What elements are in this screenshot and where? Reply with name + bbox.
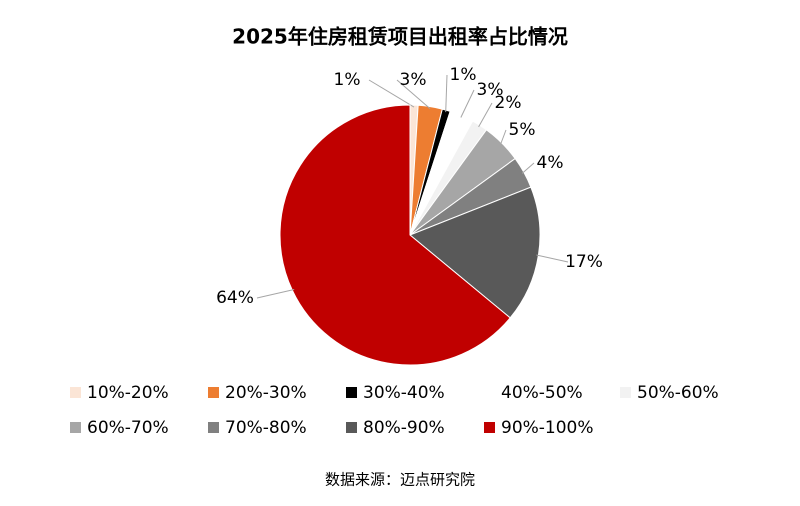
leader-line xyxy=(256,289,295,299)
legend-swatch xyxy=(70,387,81,398)
leader-line xyxy=(396,79,431,109)
legend-label: 70%-80% xyxy=(225,418,307,438)
source-note: 数据来源：迈点研究院 xyxy=(325,471,475,489)
legend-label: 90%-100% xyxy=(501,418,594,438)
legend-swatch xyxy=(208,422,219,433)
chart-title: 2025年住房租赁项目出租率占比情况 xyxy=(232,25,568,49)
legend-swatch xyxy=(483,386,496,399)
leader-line xyxy=(521,162,535,174)
leader-line xyxy=(500,129,507,145)
legend-label: 40%-50% xyxy=(501,383,583,403)
legend-label: 20%-30% xyxy=(225,383,307,403)
leader-line xyxy=(445,74,448,113)
data-label: 17% xyxy=(565,252,603,272)
data-label: 64% xyxy=(216,288,254,308)
legend-label: 50%-60% xyxy=(637,383,719,403)
leader-line xyxy=(368,79,415,108)
legend-label: 30%-40% xyxy=(363,383,445,403)
legend-label: 60%-70% xyxy=(87,418,169,438)
data-label: 3% xyxy=(400,70,427,90)
data-label: 3% xyxy=(477,80,504,100)
leader-line xyxy=(536,254,569,263)
data-label: 2% xyxy=(495,93,522,113)
data-label: 5% xyxy=(509,120,536,140)
data-label: 4% xyxy=(537,153,564,173)
legend-swatch xyxy=(208,387,219,398)
legend-label: 10%-20% xyxy=(87,383,169,403)
legend-label: 80%-90% xyxy=(363,418,445,438)
data-label: 1% xyxy=(334,70,361,90)
data-label: 1% xyxy=(450,65,477,85)
legend-swatch xyxy=(346,422,357,433)
leader-line xyxy=(478,102,493,128)
legend-swatch xyxy=(346,387,357,398)
legend-swatch xyxy=(620,387,631,398)
legend-swatch xyxy=(484,422,495,433)
leader-line xyxy=(460,89,475,118)
legend-swatch xyxy=(70,422,81,433)
